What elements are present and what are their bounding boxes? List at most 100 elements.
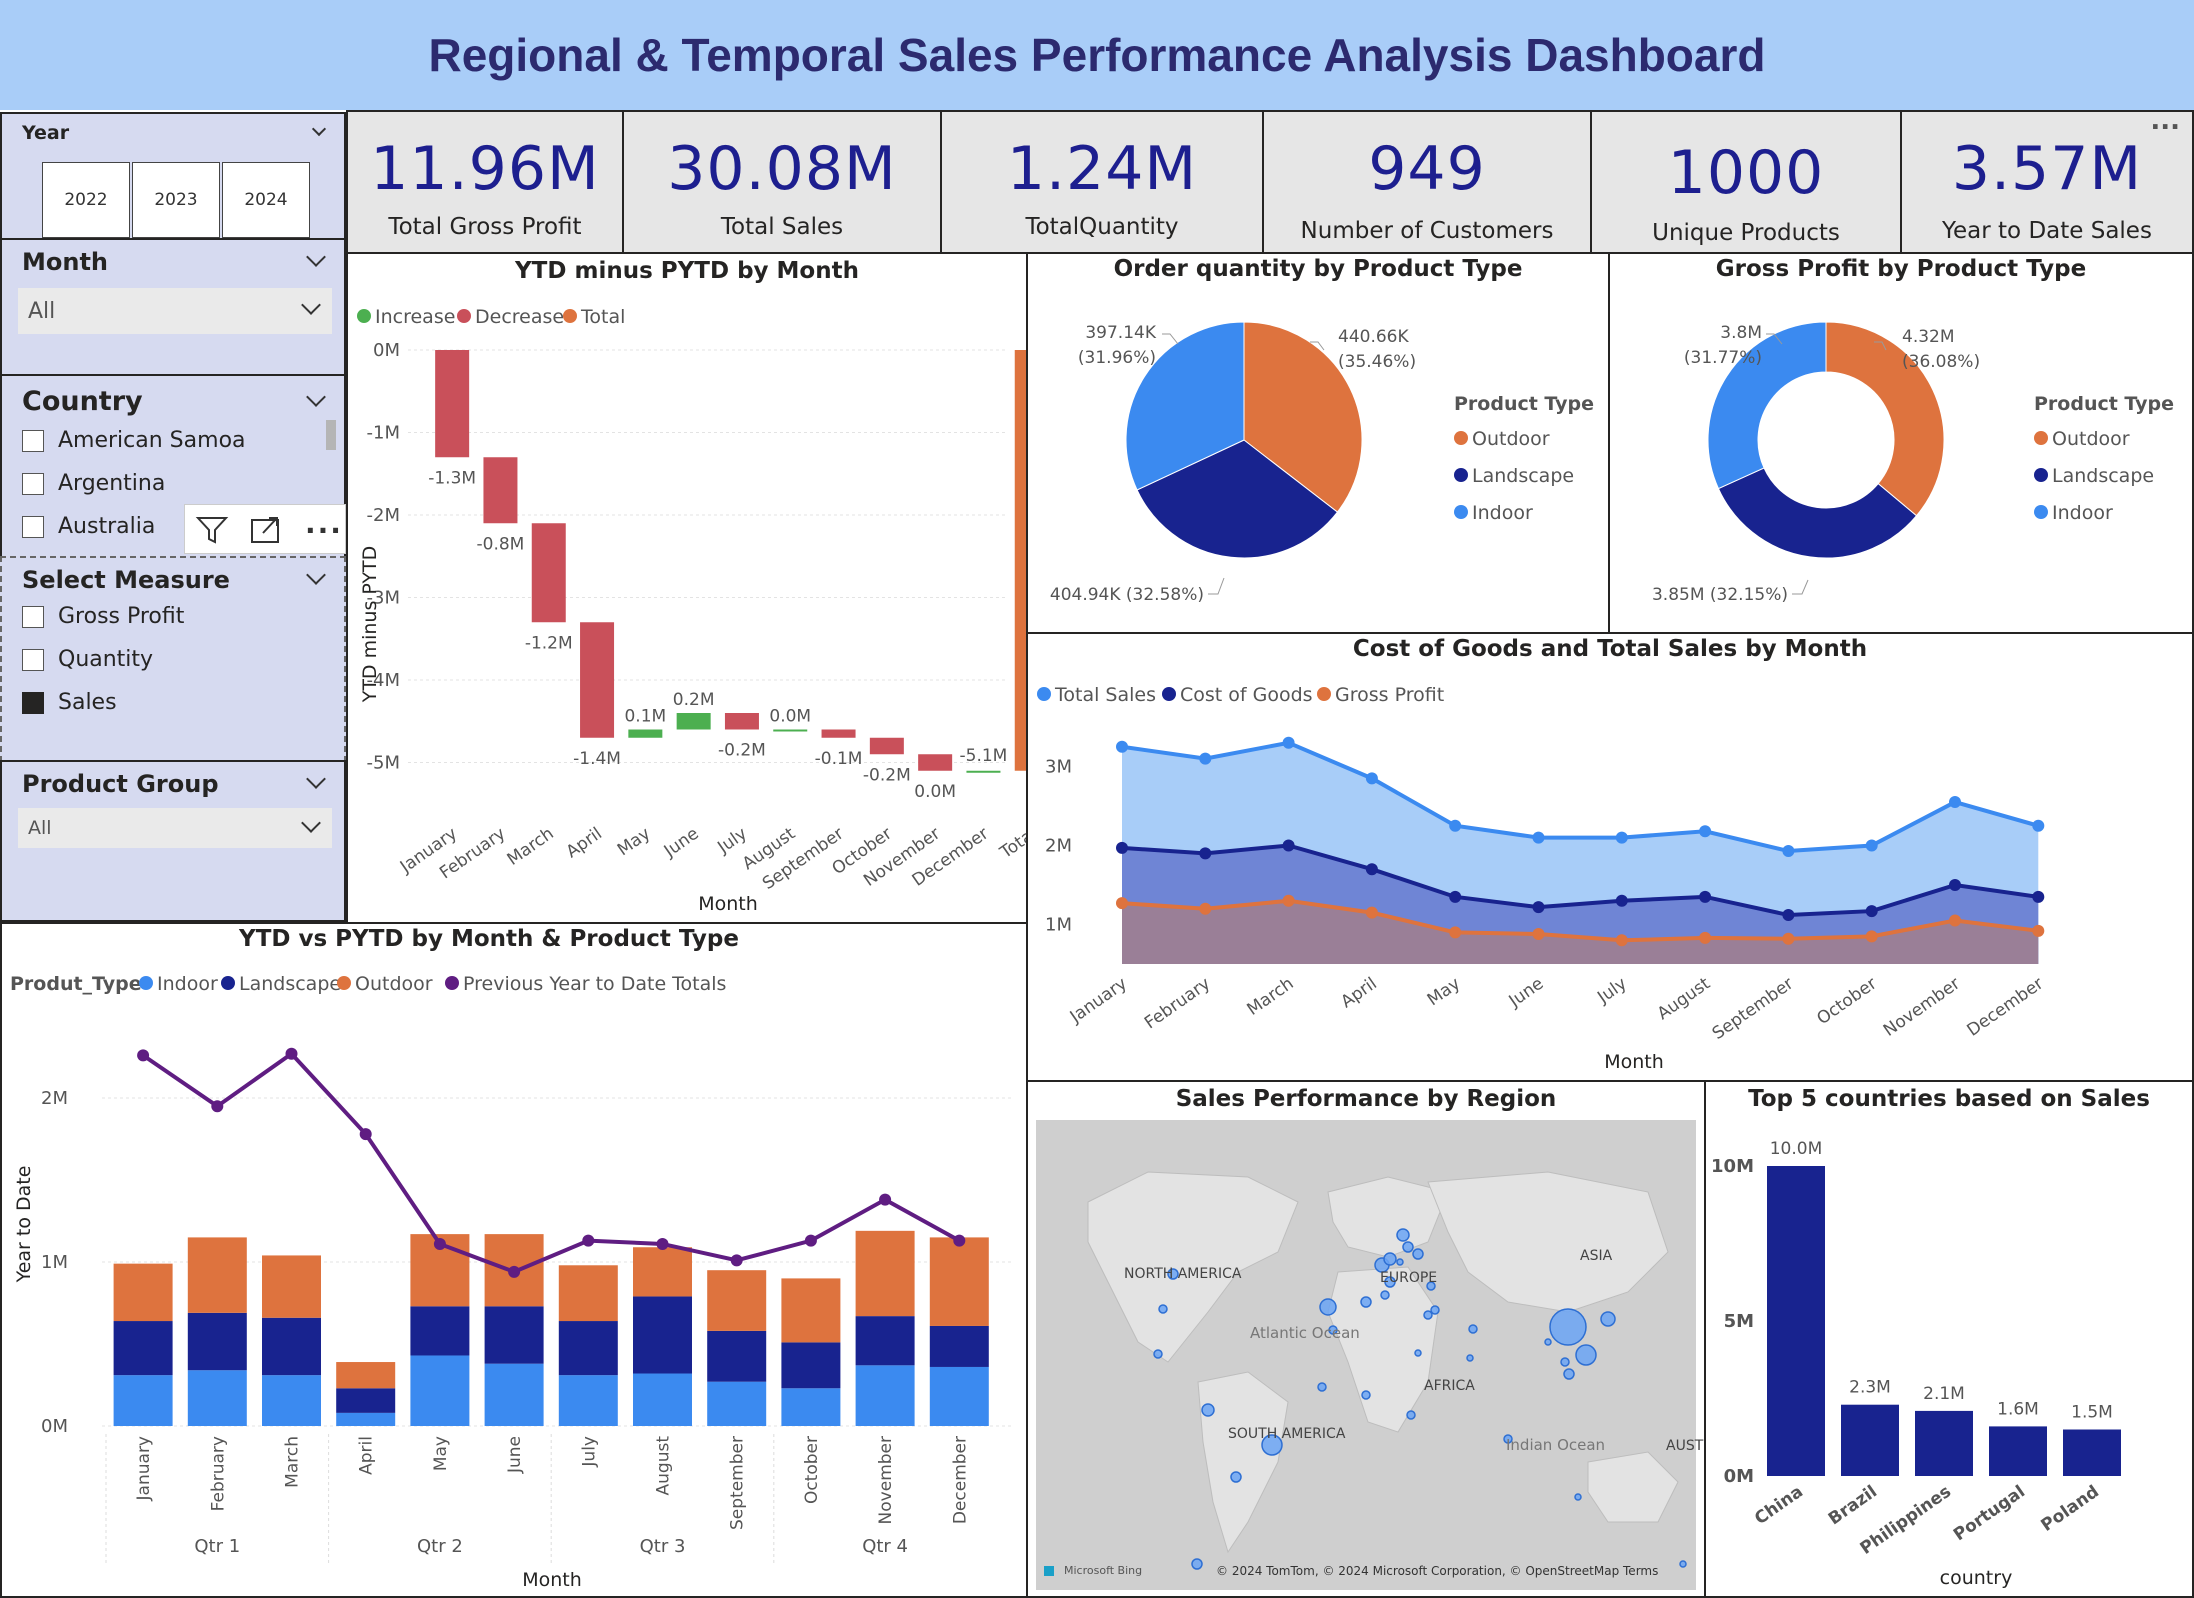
country-slicer: Country American Samoa Argentina Austral…: [0, 374, 346, 558]
pytd-point: [804, 1234, 817, 1247]
month-dropdown[interactable]: All: [18, 288, 332, 334]
more-options-icon[interactable]: ...: [305, 507, 343, 540]
map-bubble: [1396, 1258, 1404, 1266]
measure-item[interactable]: Sales: [22, 690, 117, 715]
data-point: [1449, 819, 1462, 832]
country-item[interactable]: Argentina: [22, 471, 165, 496]
chevron-down-icon[interactable]: [311, 121, 327, 137]
stacked-bar-segment: [484, 1363, 544, 1426]
data-label: -0.2M: [718, 741, 766, 761]
x-tick-label: November: [876, 1436, 896, 1524]
year-2024-button[interactable]: 2024: [222, 162, 310, 238]
data-label: 0.1M: [624, 707, 666, 727]
data-label: (31.77%): [1684, 348, 1762, 368]
legend-increase-label: Increase: [375, 306, 455, 328]
sales-map[interactable]: NORTH AMERICA EUROPE ASIA Atlantic Ocean AFR…: [1028, 1082, 1704, 1596]
map-bubble: [1317, 1382, 1327, 1392]
checkbox[interactable]: [22, 472, 44, 495]
chevron-down-icon[interactable]: [306, 769, 326, 789]
legend-indoor-label: Indoor: [2052, 502, 2113, 524]
area-fill: [1122, 900, 2039, 964]
year-2023-button[interactable]: 2023: [132, 162, 220, 238]
waterfall-bar: [580, 622, 615, 738]
x-tick-label: April: [357, 1436, 377, 1475]
data-point: [1282, 839, 1295, 852]
pie-slice: [1243, 321, 1363, 513]
x-tick-label: March: [1244, 974, 1298, 1020]
legend-outdoor-label: Outdoor: [1472, 428, 1550, 450]
map-label: ASIA: [1580, 1248, 1613, 1264]
data-label: 1.6M: [1997, 1399, 2039, 1419]
stacked-bar-segment: [558, 1265, 618, 1322]
measure-item[interactable]: Quantity: [22, 647, 153, 672]
map-bubble: [1261, 1434, 1283, 1456]
pie-slice: [1136, 439, 1339, 559]
measure-item-label: Gross Profit: [58, 604, 185, 629]
map-bubble: [1412, 1248, 1424, 1260]
scrollbar[interactable]: [326, 420, 336, 450]
data-label: (31.96%): [1078, 348, 1156, 368]
checkbox[interactable]: [22, 605, 44, 628]
stacked-bar-segment: [113, 1263, 173, 1322]
checkbox[interactable]: [22, 515, 44, 538]
measure-item-label: Sales: [58, 690, 117, 715]
stacked-bar-segment: [781, 1388, 841, 1426]
chevron-down-icon[interactable]: [306, 387, 326, 407]
y-tick-label: 3M: [1045, 757, 1072, 778]
stacked-bar-segment: [633, 1296, 692, 1374]
data-point: [1532, 831, 1545, 844]
data-point: [1532, 927, 1545, 940]
series-line: [1121, 843, 2039, 918]
chevron-down-icon[interactable]: [306, 565, 326, 585]
kpi-label: Unique Products: [1652, 220, 1840, 246]
focus-mode-icon[interactable]: [249, 515, 283, 545]
x-tick-label: August: [654, 1436, 674, 1496]
order-quantity-pie-chart: 440.66K (35.46%) 404.94K (32.58%) 397.14K (3…: [1050, 321, 1594, 605]
y-tick-label: 1M: [41, 1252, 68, 1273]
legend-indoor-marker: [1454, 505, 1468, 519]
waterfall-bar: [435, 350, 470, 458]
measure-item[interactable]: Gross Profit: [22, 604, 184, 629]
checkbox[interactable]: [22, 429, 44, 452]
data-label: 3.85M (32.15%): [1652, 585, 1788, 605]
chart-title: Cost of Goods and Total Sales by Month: [1352, 636, 1868, 662]
stacked-bar-segment: [781, 1278, 841, 1343]
y-tick-label: 0M: [41, 1416, 68, 1437]
pytd-line: [141, 1051, 961, 1274]
product-group-dropdown[interactable]: All: [18, 808, 332, 848]
filter-icon[interactable]: [195, 515, 229, 545]
year-2022-button[interactable]: 2022: [42, 162, 130, 238]
map-bubble: [1600, 1311, 1616, 1327]
gross-profit-donut-chart: 4.32M (36.08%) 3.85M (32.15%) 3.8M (31.77%) P…: [1652, 321, 2174, 605]
stacked-bar-segment: [707, 1330, 767, 1382]
more-options-icon[interactable]: ...: [2150, 106, 2180, 136]
map-land: [1087, 1171, 1299, 1363]
kpi-label: Number of Customers: [1300, 218, 1554, 244]
chevron-down-icon[interactable]: [306, 247, 326, 267]
data-point: [1449, 926, 1462, 939]
data-point: [1615, 934, 1628, 947]
country-bar: [2063, 1429, 2121, 1476]
legend-title: Product Type: [1454, 393, 1594, 415]
waterfall-bar: [628, 729, 663, 738]
map-land: [1587, 1451, 1679, 1523]
map-bubble: [1679, 1560, 1687, 1568]
leader-line: [1874, 341, 1887, 351]
x-tick-label: October: [1813, 974, 1880, 1029]
cogs-area-panel: Cost of Goods and Total Sales by Month T…: [1026, 632, 2194, 1084]
map-label: AUSTRA: [1666, 1438, 1704, 1454]
checkbox[interactable]: [22, 648, 44, 671]
waterfall-bar: [483, 457, 518, 524]
data-point: [1199, 847, 1212, 860]
map-bubble: [1361, 1390, 1371, 1400]
map-land: [1197, 1371, 1289, 1554]
legend-previous-year-to-date-totals-marker: [445, 976, 459, 990]
map-bubble: [1201, 1403, 1215, 1417]
measure-slicer-title: Select Measure: [22, 566, 230, 594]
checkbox-checked[interactable]: [22, 691, 44, 714]
country-item[interactable]: American Samoa: [22, 428, 246, 453]
waterfall-chart: Increase Decrease Total 0M -1M -2M -3M -4M -5M YT…: [357, 306, 1026, 915]
country-item[interactable]: Australia: [22, 514, 155, 539]
map-bubble: [1430, 1305, 1440, 1315]
leader-line: [1162, 333, 1179, 345]
